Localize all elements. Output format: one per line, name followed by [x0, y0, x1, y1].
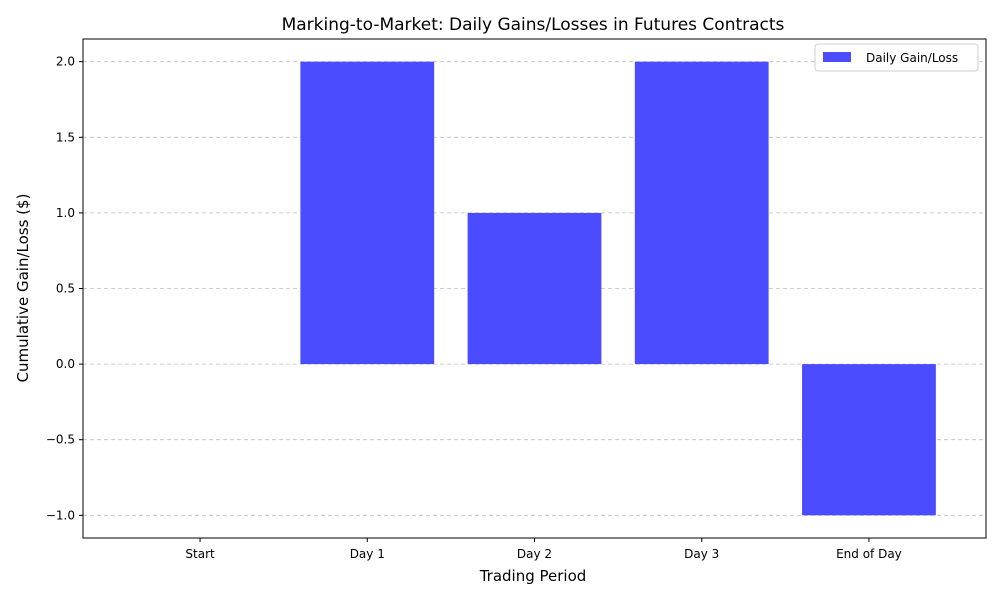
chart-title: Marking-to-Market: Daily Gains/Losses in…	[282, 15, 785, 35]
y-tick-label: 0.5	[56, 282, 75, 296]
axes-layer: −1.0 −0.5 0.0 0.5 1.0 1.5 2.0 Start Day 1 Day 2 Da…	[46, 38, 987, 561]
bar-day-3	[634, 61, 769, 365]
bar-end-of-day	[802, 364, 936, 516]
legend-frame	[814, 43, 979, 72]
x-tick-label: Day 1	[350, 547, 385, 561]
x-tick-label: Day 2	[517, 547, 552, 561]
y-tick-label: 2.0	[56, 55, 75, 69]
x-tick-label: End of Day	[836, 547, 902, 561]
bars-layer	[300, 61, 936, 516]
x-tick-label: Start	[185, 547, 215, 561]
legend: Daily Gain/Loss	[814, 43, 979, 72]
x-tick-label: Day 3	[684, 547, 719, 561]
y-tick-label: −1.0	[46, 508, 75, 522]
y-tick-label: 0.0	[56, 357, 75, 371]
legend-label: Daily Gain/Loss	[866, 51, 958, 65]
x-axis-label: Trading Period	[479, 567, 587, 585]
y-axis-label: Cumulative Gain/Loss ($)	[14, 194, 32, 383]
bar-day-2	[467, 212, 602, 365]
y-tick-label: −0.5	[46, 433, 75, 447]
y-tick-label: 1.5	[56, 130, 75, 144]
legend-swatch	[823, 52, 851, 62]
y-tick-label: 1.0	[56, 206, 75, 220]
plot-frame	[82, 38, 987, 539]
bar-day-1	[300, 61, 435, 365]
